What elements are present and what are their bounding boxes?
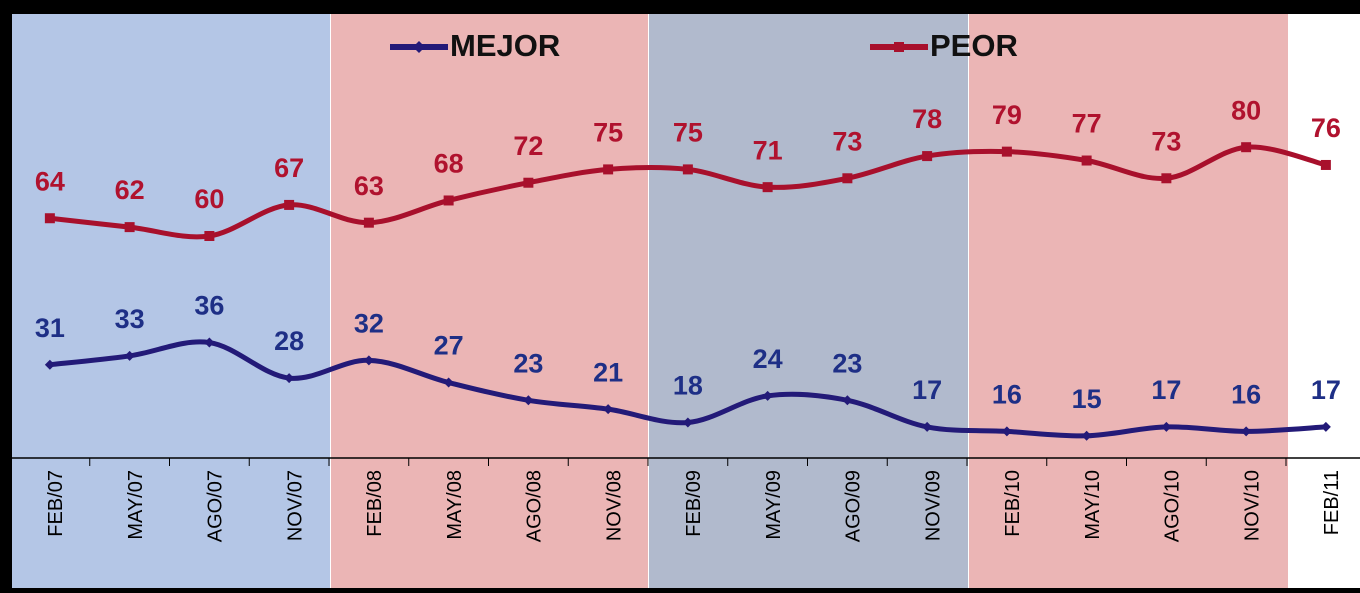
point-marker (523, 395, 534, 406)
x-tick-label: MAY/09 (763, 470, 785, 540)
data-label: 72 (513, 131, 543, 161)
point-marker (284, 199, 295, 210)
data-label: 33 (115, 304, 145, 334)
data-label: 73 (832, 126, 862, 156)
data-label: 78 (912, 104, 942, 134)
data-label: 80 (1231, 95, 1261, 125)
data-label: 16 (1231, 379, 1261, 409)
data-label: 16 (992, 379, 1022, 409)
legend: MEJOR PEOR (390, 28, 1018, 63)
data-label: 17 (1151, 375, 1181, 405)
point-marker (603, 404, 614, 415)
point-marker (1241, 142, 1252, 153)
data-label: 21 (593, 357, 623, 387)
data-label: 77 (1072, 109, 1102, 139)
data-label: 24 (753, 344, 783, 374)
point-marker (1081, 430, 1092, 441)
legend-marker (413, 41, 425, 53)
x-tick-label: AGO/09 (843, 470, 865, 542)
x-tick-label: NOV/07 (284, 470, 306, 541)
data-label: 73 (1151, 126, 1181, 156)
point-marker (682, 417, 693, 428)
point-marker (44, 359, 55, 370)
data-label: 63 (354, 171, 384, 201)
point-marker (1081, 155, 1092, 166)
x-tick-label: AGO/10 (1162, 470, 1184, 542)
data-label: 27 (434, 331, 464, 361)
x-tick-label: FEB/10 (1002, 470, 1024, 537)
x-tick-label: FEB/08 (364, 470, 386, 537)
point-marker (762, 182, 773, 193)
region-band (12, 14, 330, 588)
x-tick-label: MAY/08 (444, 470, 466, 540)
point-marker (1241, 426, 1252, 437)
point-marker (682, 164, 693, 175)
region-band (969, 14, 1288, 588)
point-marker (1001, 426, 1012, 437)
x-tick-label: MAY/10 (1082, 470, 1104, 540)
point-marker (363, 355, 374, 366)
point-marker (1320, 159, 1331, 170)
data-label: 79 (992, 100, 1022, 130)
x-tick-label: MAY/07 (125, 470, 147, 540)
point-marker (762, 390, 773, 401)
point-marker (1161, 173, 1172, 184)
x-tick-label: NOV/10 (1241, 470, 1263, 541)
point-marker (842, 395, 853, 406)
data-label: 71 (753, 135, 783, 165)
data-label: 32 (354, 308, 384, 338)
point-marker (922, 421, 933, 432)
series-line (49, 339, 1327, 439)
point-marker (124, 222, 135, 233)
data-label: 60 (194, 184, 224, 214)
point-marker (44, 213, 55, 224)
x-tick-label: FEB/09 (683, 470, 705, 537)
data-label: 31 (35, 313, 65, 343)
data-label: 75 (673, 118, 703, 148)
data-label: 68 (434, 149, 464, 179)
point-marker (124, 350, 135, 361)
point-marker (1001, 146, 1012, 157)
data-label: 15 (1072, 384, 1102, 414)
data-label: 28 (274, 326, 304, 356)
legend-marker (894, 42, 904, 52)
x-tick-label: FEB/11 (1321, 470, 1343, 535)
data-label: 67 (274, 153, 304, 183)
point-marker (284, 373, 295, 384)
data-label: 17 (912, 375, 942, 405)
data-label: 23 (832, 348, 862, 378)
data-label: 75 (593, 118, 623, 148)
point-marker (603, 164, 614, 175)
point-marker (204, 231, 215, 241)
point-marker (1320, 421, 1331, 432)
data-label: 62 (115, 175, 145, 205)
point-marker (1161, 421, 1172, 432)
region-band (331, 14, 648, 588)
data-label: 18 (673, 371, 703, 401)
data-label: 36 (194, 291, 224, 321)
x-tick-label: NOV/09 (922, 470, 944, 541)
x-tick-label: FEB/07 (45, 470, 67, 537)
x-tick-label: NOV/08 (603, 470, 625, 541)
point-marker (842, 173, 853, 184)
x-tick-label: AGO/07 (205, 470, 227, 542)
point-marker (443, 377, 454, 388)
legend-label: MEJOR (450, 28, 560, 63)
point-marker (922, 151, 933, 162)
data-label: 17 (1311, 375, 1341, 405)
data-label: 64 (35, 166, 65, 196)
legend-label: PEOR (930, 28, 1018, 63)
point-marker (204, 337, 215, 348)
data-label: 23 (513, 348, 543, 378)
point-marker (363, 217, 374, 228)
point-marker (523, 177, 534, 188)
point-marker (443, 195, 454, 206)
x-tick-label: AGO/08 (524, 470, 546, 542)
data-label: 76 (1311, 113, 1341, 143)
region-band (649, 14, 968, 588)
